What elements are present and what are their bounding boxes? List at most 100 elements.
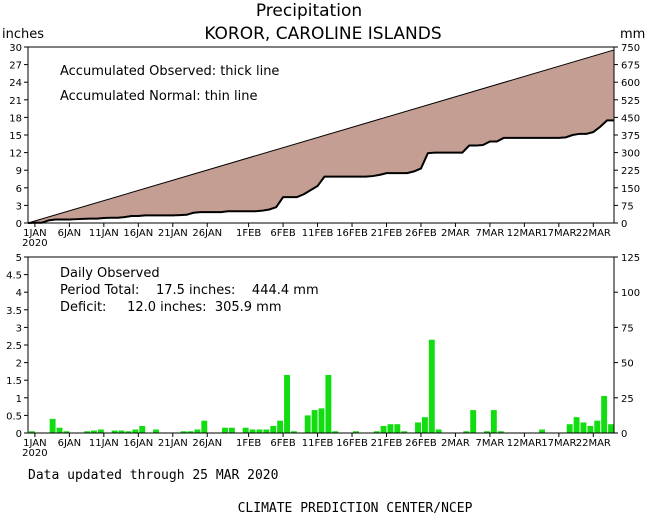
top-left-tick-label: 21 [9,96,22,107]
updated-text: Data updated through 25 MAR 2020 [28,468,278,483]
top-right-tick-label: 225 [621,166,640,177]
top-note-normal: Accumulated Normal: thin line [60,89,258,104]
bottom-x-tick-label: 6FEB [270,438,295,449]
daily-bar [63,431,70,433]
top-left-tick-label: 0 [16,219,22,230]
daily-bar [290,431,297,433]
top-right-tick-label: 150 [621,184,640,195]
bottom-x-tick-label: 17MAR [541,438,576,449]
bottom-right-tick-label: 100 [621,288,640,299]
top-left-tick-label: 3 [16,201,22,212]
daily-bar [332,431,339,433]
right-unit-label: mm [620,27,645,42]
top-right-tick-label: 300 [621,149,640,160]
bottom-right-tick-label: 50 [621,359,634,370]
daily-bar [249,429,256,433]
bottom-note-total: Period Total: 17.5 inches: 444.4 mm [60,283,319,298]
daily-bar [470,410,477,433]
daily-bar [428,339,435,433]
bottom-left-tick-label: 3.5 [6,306,22,317]
daily-bar [97,429,104,433]
daily-bar [277,420,284,433]
chart-subtitle: KOROR, CAROLINE ISLANDS [204,24,441,44]
bottom-x-tick-label: 1JAN [23,438,46,449]
daily-bar [394,424,401,433]
top-x-tick-label: 17MAR [541,228,576,239]
top-left-tick-label: 6 [16,184,22,195]
daily-bar [608,424,614,433]
daily-bars [29,339,614,433]
top-left-tick-label: 18 [9,113,22,124]
top-left-tick-label: 12 [9,149,22,160]
daily-bar [580,422,587,433]
daily-bar [125,431,132,433]
top-right-tick-label: 0 [621,219,627,230]
daily-bar [325,374,332,433]
top-left-tick-label: 27 [9,61,22,72]
daily-bar [228,427,235,433]
top-right-tick-label: 75 [621,201,634,212]
daily-bar [415,422,421,433]
bottom-x-tick-label: 12MAR [507,438,542,449]
daily-bar [118,430,125,433]
daily-bar [304,415,311,433]
bottom-x-tick-label: 26JAN [192,438,222,449]
daily-bar [242,427,249,433]
bottom-x-tick-label: 26FEB [405,438,437,449]
bottom-x-tick-label: 7MAR [476,438,505,449]
bottom-right-tick-label: 0 [621,429,627,440]
top-right-tick-label: 675 [621,61,640,72]
daily-bar [435,429,442,433]
top-note-observed: Accumulated Observed: thick line [60,64,279,79]
daily-bar [484,431,490,433]
bottom-left-tick-label: 0 [16,429,22,440]
bottom-left-tick-label: 4.5 [6,271,22,282]
top-x-tick-label: 11JAN [89,228,119,239]
daily-bar [153,429,159,433]
bottom-left-tick-label: 2.5 [6,341,22,352]
bottom-left-tick-label: 5 [16,253,22,264]
bottom-left-tick-label: 1.5 [6,376,22,387]
top-right-tick-label: 525 [621,96,640,107]
bottom-x-tick-label: 2MAR [441,438,470,449]
daily-bar [49,418,56,433]
top-axes: 0369121518212427300751502253003754505256… [9,43,640,249]
top-left-tick-label: 9 [16,166,22,177]
daily-bar [497,431,504,433]
daily-bar [573,417,580,433]
bottom-right-tick-label: 75 [621,323,634,334]
bottom-left-tick-label: 3 [16,323,22,334]
bottom-right-tick-label: 125 [621,253,640,264]
bottom-x-tick-label: 21FEB [371,438,403,449]
daily-bar [490,410,497,433]
daily-bar [84,431,91,433]
top-x-tick-label: 21JAN [158,228,188,239]
accumulated-observed-line [27,119,614,224]
bottom-left-tick-label: 4 [16,288,22,299]
top-x-tick-label: 21FEB [371,228,403,239]
top-right-tick-label: 600 [621,78,640,89]
daily-bar [263,429,270,433]
daily-bar [29,431,35,433]
bottom-x-tick-label: 11JAN [89,438,119,449]
top-left-tick-label: 15 [9,131,22,142]
daily-bar [311,410,318,433]
top-x-tick-label: 6JAN [58,228,81,239]
top-x-tick-label: 26FEB [405,228,437,239]
daily-bar [353,431,359,433]
top-left-tick-label: 24 [9,78,22,89]
top-x-tick-label: 26JAN [192,228,222,239]
bottom-x-tick-label: 21JAN [158,438,188,449]
top-x-tick-label: 11FEB [302,228,334,239]
daily-bar [463,431,470,433]
daily-bar [380,425,387,433]
top-year-label: 2020 [22,238,47,249]
top-x-tick-label: 7MAR [476,228,505,239]
daily-bar [194,429,201,433]
daily-bar [139,425,146,433]
top-x-tick-label: 16JAN [123,228,153,239]
daily-bar [401,431,408,433]
daily-bar [111,430,118,433]
